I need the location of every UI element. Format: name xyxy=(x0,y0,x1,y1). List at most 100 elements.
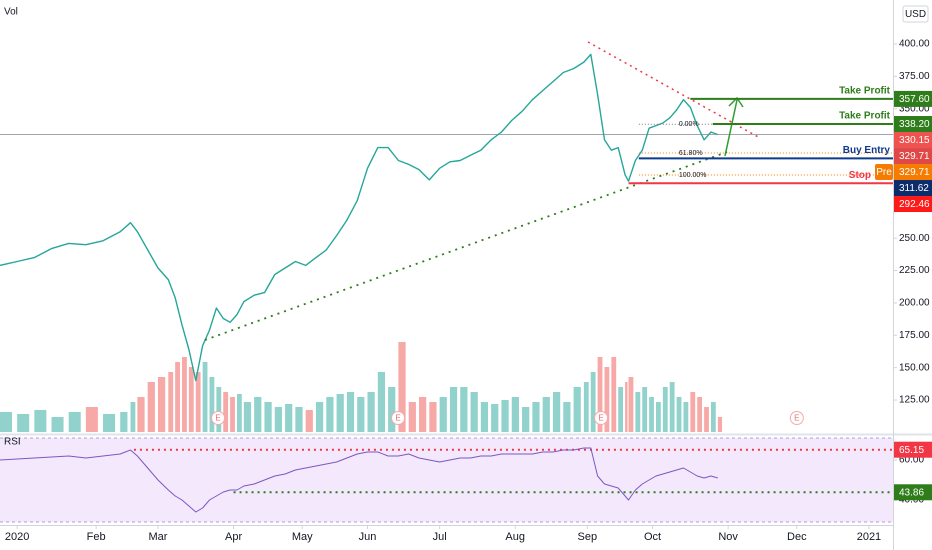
volume-bar xyxy=(628,377,634,432)
x-tick-label: Nov xyxy=(718,531,738,543)
price-label-box xyxy=(894,180,932,197)
y-tick-label: 225.00 xyxy=(899,265,930,276)
volume-bar xyxy=(480,402,489,432)
volume-bar xyxy=(285,404,293,432)
earnings-marker xyxy=(594,411,609,425)
volume-bar xyxy=(243,402,252,432)
earnings-label: E xyxy=(395,414,400,423)
volume-bar xyxy=(656,402,661,432)
volume-bar xyxy=(85,407,98,432)
volume-bar xyxy=(717,417,723,432)
target-arrow xyxy=(724,99,738,157)
price-level-label: Stop xyxy=(849,170,871,181)
x-tick-label: Oct xyxy=(644,531,661,543)
volume-bar xyxy=(0,412,13,432)
volume-bar xyxy=(460,387,468,432)
price-label: 357.60 xyxy=(899,94,930,105)
volume-bar xyxy=(583,382,589,432)
volume-bar xyxy=(68,412,81,432)
volume-bar xyxy=(511,397,519,432)
volume-bar xyxy=(168,372,174,432)
x-tick-label: Sep xyxy=(578,531,598,543)
x-tick-label: Aug xyxy=(505,531,525,543)
volume-bar xyxy=(649,397,654,432)
price-level-label: Buy Entry xyxy=(843,145,891,156)
volume-bar xyxy=(429,402,437,432)
rsi-level-label: 43.86 xyxy=(899,487,924,498)
volume-bar xyxy=(669,382,675,432)
volume-bar xyxy=(188,367,194,432)
price-line xyxy=(0,53,719,382)
x-tick-label: Jul xyxy=(433,531,447,543)
currency[interactable]: USD xyxy=(905,9,926,20)
price-label: 330.15 xyxy=(899,135,930,146)
volume-bar xyxy=(17,414,30,432)
price-label-box xyxy=(894,90,932,107)
volume-bar xyxy=(642,387,648,432)
volume-bar xyxy=(597,357,603,432)
price-label-box xyxy=(894,196,932,213)
price-level-label: Take Profit xyxy=(839,86,891,97)
price-label: 329.71 xyxy=(899,151,930,162)
earnings-label: E xyxy=(794,414,799,423)
rsi-level-label: 65.15 xyxy=(899,445,924,456)
volume-bar xyxy=(611,357,617,432)
y-tick-label: 250.00 xyxy=(899,233,930,244)
volume-bar xyxy=(377,372,386,432)
volume-bar xyxy=(635,392,641,432)
price-level-label: Take Profit xyxy=(839,111,891,122)
volume-bar xyxy=(367,392,375,432)
currency-box[interactable] xyxy=(902,5,929,23)
volume-bar xyxy=(130,402,136,432)
price-label: 292.46 xyxy=(899,199,930,210)
volume-bar xyxy=(295,407,303,432)
volume-bar xyxy=(625,382,628,432)
session-tag-box xyxy=(875,164,893,181)
volume-bar xyxy=(264,402,272,432)
price-label: 311.62 xyxy=(899,183,929,194)
volume-bar xyxy=(34,410,47,432)
volume-bar xyxy=(408,402,416,432)
volume-bar xyxy=(202,362,208,432)
volume-bar xyxy=(157,377,166,432)
volume-bar xyxy=(704,407,709,432)
volume-bar xyxy=(449,387,458,432)
earnings-marker xyxy=(211,411,226,425)
volume-bar xyxy=(563,402,571,432)
volume-bar xyxy=(697,397,703,432)
volume-bar xyxy=(137,397,145,432)
volume-bar xyxy=(195,372,201,432)
volume-bar xyxy=(590,372,596,432)
x-tick-label: Mar xyxy=(149,531,168,543)
x-tick-label: Feb xyxy=(87,531,106,543)
price-label: 338.20 xyxy=(899,119,930,130)
session-tag: Pre xyxy=(876,167,892,178)
rsi-tick-label: 60.00 xyxy=(899,455,924,466)
earnings-marker xyxy=(789,411,804,425)
volume-title: Vol xyxy=(4,7,18,18)
rsi-band xyxy=(0,438,893,522)
volume-bar xyxy=(690,392,696,432)
y-tick-label: 350.00 xyxy=(899,103,930,114)
volume-bar xyxy=(501,400,509,432)
price-label-box xyxy=(894,164,932,181)
x-tick-label: Apr xyxy=(225,531,242,543)
earnings-marker xyxy=(391,411,406,425)
volume-bar xyxy=(274,407,282,432)
rsi-title: RSI xyxy=(4,437,21,448)
volume-bar xyxy=(175,362,180,432)
volume-bar xyxy=(439,397,447,432)
volume-bar xyxy=(147,382,155,432)
volume-bar xyxy=(419,397,427,432)
volume-bar xyxy=(305,410,313,432)
volume-bar xyxy=(683,402,689,432)
y-tick-label: 400.00 xyxy=(899,39,930,50)
volume-bar xyxy=(103,414,116,432)
volume-bar xyxy=(216,387,222,432)
volume-bar xyxy=(357,397,365,432)
price-label-box xyxy=(894,116,932,133)
y-tick-label: 150.00 xyxy=(899,362,930,373)
fib-label: 61.80% xyxy=(679,150,703,157)
volume-bar xyxy=(398,342,406,432)
y-tick-label: 375.00 xyxy=(899,71,930,82)
